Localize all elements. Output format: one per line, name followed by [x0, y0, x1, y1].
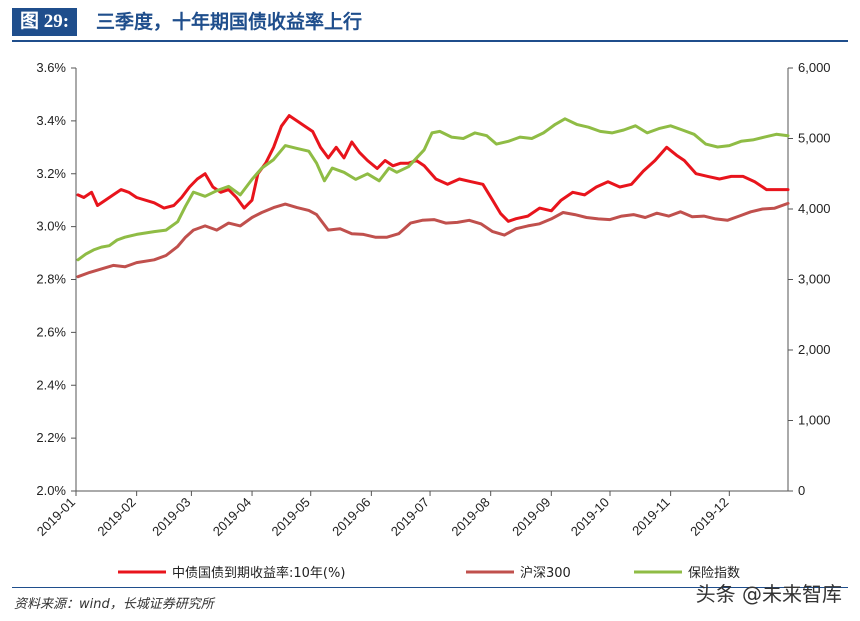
left-tick-label: 3.6%	[36, 60, 66, 75]
right-tick-label: 2,000	[798, 342, 831, 357]
left-tick-label: 2.0%	[36, 483, 66, 498]
x-tick-label: 2019-10	[568, 495, 612, 539]
x-tick-label: 2019-09	[509, 495, 553, 539]
left-tick-label: 3.2%	[36, 166, 66, 181]
right-tick-label: 5,000	[798, 131, 831, 146]
figure-title: 三季度，十年期国债收益率上行	[96, 11, 363, 33]
x-tick-label: 2019-03	[149, 495, 193, 539]
chart-legend: 中债国债到期收益率:10年(%) 沪深300 保险指数	[118, 565, 740, 581]
x-tick-label: 2019-12	[687, 495, 731, 539]
left-tick-label: 2.2%	[36, 430, 66, 445]
x-tick-label: 2019-04	[210, 495, 254, 539]
right-tick-label: 1,000	[798, 413, 831, 428]
line-chart: 2.0% 2.2% 2.4% 2.6% 2.8% 3.0% 3.2% 3.4% 3.6% 0 1,0…	[34, 60, 831, 581]
x-tick-label: 2019-01	[34, 495, 78, 539]
left-tick-label: 2.6%	[36, 324, 66, 339]
x-tick-label: 2019-11	[629, 495, 673, 539]
x-tick-label: 2019-08	[448, 495, 492, 539]
right-tick-label: 0	[798, 483, 805, 498]
series-line	[76, 117, 790, 262]
source-note: 资料来源：wind，长城证券研究所	[14, 597, 214, 612]
legend-label: 沪深300	[520, 565, 571, 581]
legend-label: 保险指数	[688, 566, 740, 581]
legend-label: 中债国债到期收益率:10年(%)	[172, 565, 345, 581]
footer-divider	[12, 587, 848, 588]
x-tick-label: 2019-06	[329, 495, 373, 539]
right-tick-label: 6,000	[798, 60, 831, 75]
header-divider	[12, 40, 848, 42]
left-tick-label: 3.0%	[36, 219, 66, 234]
right-tick-label: 3,000	[798, 272, 831, 287]
watermark: 头条 @未来智库	[695, 582, 842, 606]
x-tick-label: 2019-05	[268, 495, 312, 539]
figure-header: 图 29: 三季度，十年期国债收益率上行	[0, 0, 860, 44]
x-tick-label: 2019-07	[388, 495, 432, 539]
series-line	[76, 201, 790, 279]
right-tick-label: 4,000	[798, 201, 831, 216]
chart-series	[76, 114, 790, 279]
figure-label: 图 29:	[12, 8, 78, 36]
x-tick-label: 2019-02	[94, 495, 138, 539]
left-tick-label: 2.4%	[36, 377, 66, 392]
series-line	[76, 114, 790, 223]
left-tick-label: 2.8%	[36, 272, 66, 287]
left-tick-label: 3.4%	[36, 113, 66, 128]
